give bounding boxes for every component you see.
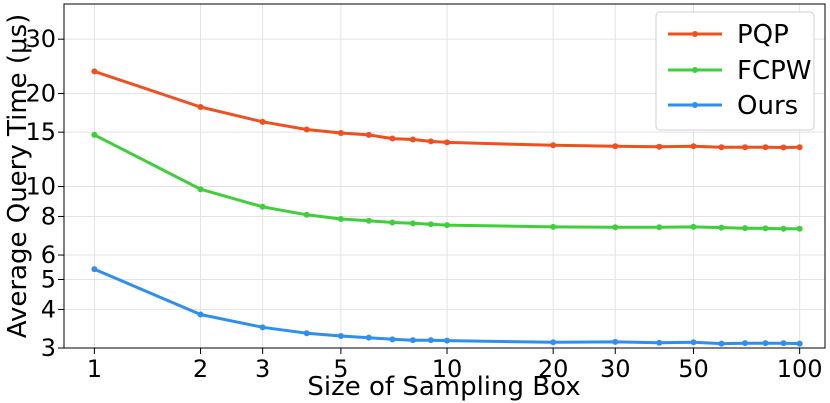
data-point-ours: [337, 333, 344, 340]
data-point-pqp: [365, 131, 372, 138]
data-point-ours: [612, 338, 619, 345]
legend-box: [655, 11, 815, 131]
data-point-pqp: [303, 126, 310, 133]
y-tick-label: 3: [41, 334, 56, 362]
data-point-pqp: [550, 142, 557, 149]
y-axis-ticks: 3 456 810 15 20 30: [25, 25, 64, 362]
data-point-ours: [303, 330, 310, 337]
data-point-pqp: [389, 135, 396, 142]
data-point-fcpw: [718, 224, 725, 231]
x-tick-label: 30: [600, 355, 631, 383]
data-point-pqp: [718, 144, 725, 151]
y-tick-label: 5: [41, 265, 56, 293]
data-point-fcpw: [389, 219, 396, 226]
data-point-ours: [427, 337, 434, 344]
y-tick-label: 30: [25, 25, 56, 53]
y-tick-label: 10: [25, 173, 56, 201]
data-point-pqp: [762, 144, 769, 151]
y-tick-label: 8: [41, 202, 56, 230]
data-point-fcpw: [742, 225, 749, 232]
data-point-pqp: [427, 138, 434, 145]
data-point-fcpw: [444, 222, 451, 229]
x-tick-label: 2: [193, 355, 208, 383]
data-point-pqp: [690, 143, 697, 150]
x-axis-ticks: 1 2 3 5 10 20 30 50 100: [87, 348, 823, 383]
legend-entry-fcpw: FCPW: [668, 56, 812, 86]
data-point-pqp: [91, 68, 98, 75]
x-tick-label: 1: [87, 355, 102, 383]
x-tick-label: 5: [333, 355, 348, 383]
series-fcpw: [91, 131, 803, 232]
x-tick-label: 20: [538, 355, 569, 383]
series-ours: [91, 266, 803, 347]
data-point-fcpw: [780, 225, 787, 232]
y-tick-label: 4: [41, 295, 56, 323]
data-point-ours: [550, 339, 557, 346]
data-point-fcpw: [762, 225, 769, 232]
data-point-ours: [656, 339, 663, 346]
data-point-ours: [365, 334, 372, 341]
legend: PQP FCPW Ours: [655, 11, 815, 131]
x-tick-label: 10: [432, 355, 463, 383]
data-point-pqp: [259, 118, 266, 125]
x-axis-title: Size of Sampling Box: [307, 372, 580, 402]
data-point-ours: [389, 336, 396, 343]
data-point-ours: [444, 337, 451, 344]
data-point-ours: [259, 324, 266, 331]
series-pqp: [91, 68, 803, 151]
data-point-ours: [742, 340, 749, 347]
legend-label-fcpw: FCPW: [737, 56, 812, 86]
data-point-ours: [718, 340, 725, 347]
legend-marker-pqp: [692, 31, 698, 37]
legend-label-pqp: PQP: [737, 20, 789, 50]
data-point-pqp: [742, 144, 749, 151]
data-point-pqp: [780, 144, 787, 151]
data-point-fcpw: [303, 211, 310, 218]
y-tick-label: 6: [41, 241, 56, 269]
legend-label-ours: Ours: [737, 91, 798, 121]
data-point-fcpw: [365, 217, 372, 224]
legend-entry-pqp: PQP: [668, 20, 789, 50]
data-point-pqp: [796, 144, 803, 151]
data-point-pqp: [444, 139, 451, 146]
data-point-pqp: [612, 143, 619, 150]
data-point-fcpw: [656, 224, 663, 231]
series-lines: [91, 68, 803, 347]
y-tick-label: 20: [25, 80, 56, 108]
data-point-ours: [762, 340, 769, 347]
data-point-ours: [409, 337, 416, 344]
data-point-ours: [197, 311, 204, 318]
data-point-fcpw: [550, 223, 557, 230]
data-point-fcpw: [259, 203, 266, 210]
x-tick-label: 3: [255, 355, 270, 383]
y-tick-label: 15: [25, 118, 56, 146]
x-tick-label: 50: [678, 355, 709, 383]
data-point-fcpw: [197, 186, 204, 193]
data-point-ours: [91, 266, 98, 273]
data-point-ours: [796, 340, 803, 347]
data-point-pqp: [337, 130, 344, 137]
data-point-fcpw: [409, 220, 416, 227]
x-tick-label: 100: [777, 355, 823, 383]
legend-entry-ours: Ours: [668, 91, 798, 121]
data-point-ours: [690, 339, 697, 346]
data-point-pqp: [409, 136, 416, 143]
data-point-fcpw: [796, 225, 803, 232]
data-point-pqp: [656, 143, 663, 150]
legend-marker-fcpw: [692, 67, 698, 73]
data-point-ours: [780, 340, 787, 347]
data-point-fcpw: [427, 221, 434, 228]
data-point-pqp: [197, 103, 204, 110]
data-point-fcpw: [337, 215, 344, 222]
data-point-fcpw: [612, 224, 619, 231]
plot-area-frame: [63, 3, 826, 349]
y-axis-title: Average Query Time (μs): [3, 14, 33, 339]
data-point-fcpw: [690, 223, 697, 230]
legend-marker-ours: [692, 102, 698, 108]
data-point-fcpw: [91, 131, 98, 138]
